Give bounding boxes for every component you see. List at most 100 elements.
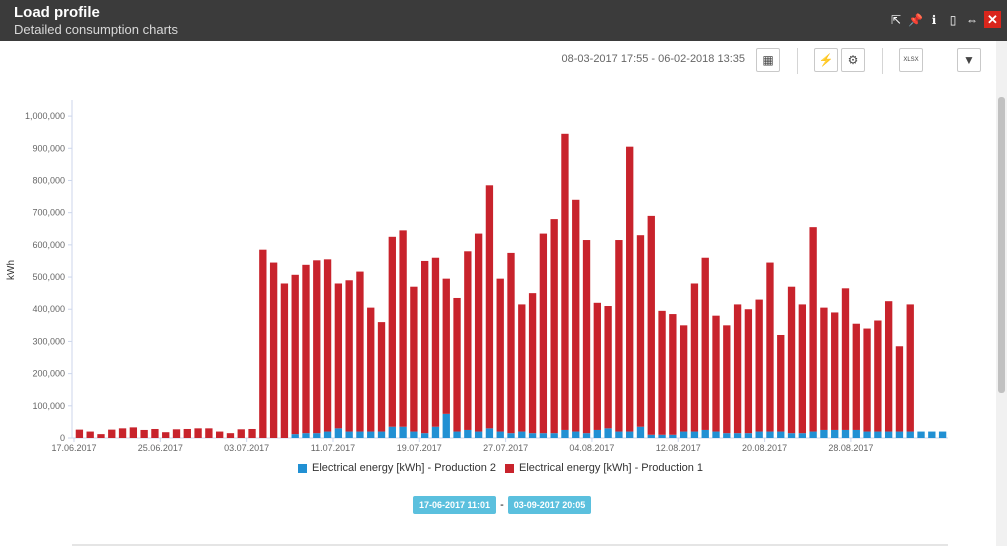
toolbar-divider (882, 48, 883, 74)
bar-production2 (928, 431, 936, 438)
legend-item-production2[interactable]: Electrical energy [kWh] - Production 2 (298, 462, 496, 474)
compare-button[interactable]: ⚡ (814, 48, 838, 72)
bar-production2 (496, 431, 504, 438)
calendar-icon: ▦ (762, 53, 774, 67)
bar-production1 (280, 283, 289, 438)
x-tick-label: 17.06.2017 (51, 443, 96, 453)
bar-production1 (528, 293, 537, 434)
bar-production2 (615, 431, 623, 438)
bar-production1 (679, 325, 688, 432)
gear-icon: ⚙ (847, 53, 859, 67)
bar-production1 (636, 235, 645, 427)
bar-production2 (884, 431, 893, 438)
pdf-icon[interactable]: ▯ (949, 12, 957, 27)
bar-production2 (528, 433, 537, 438)
bar-production1 (410, 286, 418, 432)
bar-production1 (323, 259, 332, 432)
navigator-track[interactable] (72, 544, 948, 546)
y-tick-label: 1,000,000 (25, 111, 65, 121)
bar-production1 (129, 427, 138, 438)
bar-production1 (75, 429, 84, 438)
bar-production2 (561, 429, 569, 438)
bar-production2 (755, 431, 763, 438)
bar-production1 (237, 429, 245, 438)
bar-production2 (464, 429, 472, 438)
bar-production2 (593, 429, 601, 438)
legend-swatch-red (505, 463, 515, 473)
y-tick-label: 900,000 (32, 143, 65, 153)
range-from[interactable]: 17-06-2017 11:01 (413, 496, 497, 514)
popout-icon[interactable]: ⇱ (890, 12, 902, 27)
bar-production1 (205, 428, 213, 438)
bar-production1 (733, 304, 742, 434)
calendar-button[interactable]: ▦ (756, 48, 780, 72)
legend-item-production1[interactable]: Electrical energy [kWh] - Production 1 (505, 462, 703, 474)
bar-production1 (140, 429, 148, 438)
bar-production1 (194, 428, 202, 438)
bar-production2 (388, 426, 396, 438)
x-tick-label: 11.07.2017 (311, 443, 355, 453)
scrollbar[interactable] (996, 41, 1007, 546)
x-tick-label: 04.08.2017 (569, 443, 614, 453)
bar-production2 (399, 426, 407, 438)
filter-icon: ▼ (963, 53, 975, 67)
bar-production1 (582, 240, 591, 434)
bar-production2 (323, 431, 332, 438)
bar-production2 (906, 431, 914, 438)
bar-production1 (388, 236, 396, 427)
bar-production2 (852, 429, 860, 438)
bar-production2 (831, 429, 839, 438)
bar-production1 (421, 260, 429, 434)
bar-production2 (647, 434, 655, 438)
bar-production1 (755, 299, 763, 432)
bar-production1 (863, 328, 871, 432)
bar-production1 (647, 215, 655, 435)
bar-production2 (733, 433, 742, 438)
window-title: Load profile (14, 4, 100, 21)
bar-production2 (550, 433, 558, 438)
export-xlsx-button[interactable]: XLSX (899, 48, 923, 72)
range-navigator: 17-06-2017 11:01 - 03-09-2017 20:05 (413, 496, 592, 514)
bar-production2 (507, 433, 515, 438)
y-tick-label: 800,000 (32, 175, 65, 185)
bar-production1 (690, 283, 699, 432)
window-controls: ⇱ 📌 ℹ ▯ ⇔ ✕ (889, 11, 1001, 28)
settings-button[interactable]: ⚙ (841, 48, 865, 72)
bar-production2 (474, 431, 483, 438)
bar-production1 (809, 227, 817, 432)
chart-toolbar: 08-03-2017 17:55 - 06-02-2018 13:35 ▦ ⚡ … (0, 48, 995, 74)
close-icon[interactable]: ✕ (984, 11, 1001, 28)
bar-production1 (874, 320, 882, 432)
range-to[interactable]: 03-09-2017 20:05 (507, 496, 592, 514)
bar-production2 (572, 431, 580, 438)
bar-production2 (777, 431, 785, 438)
bar-production1 (658, 310, 666, 435)
bar-production2 (863, 431, 871, 438)
bar-production1 (367, 307, 375, 432)
scrollbar-thumb[interactable] (998, 97, 1005, 393)
bar-production2 (895, 431, 904, 438)
bar-production1 (259, 249, 267, 438)
bar-production2 (766, 431, 774, 438)
pin-icon[interactable]: 📌 (908, 12, 923, 27)
bar-production2 (679, 431, 688, 438)
bar-production1 (151, 428, 159, 438)
bar-production1 (226, 433, 235, 438)
info-icon[interactable]: ℹ (931, 12, 937, 27)
bar-production2 (582, 433, 591, 438)
resize-icon[interactable]: ⇔ (966, 12, 978, 27)
window-subtitle: Detailed consumption charts (14, 22, 179, 37)
bar-production1 (313, 260, 321, 434)
y-tick-label: 700,000 (32, 208, 65, 218)
bar-production1 (615, 240, 623, 432)
bar-production1 (302, 264, 310, 434)
bar-production1 (474, 233, 483, 432)
y-tick-label: 100,000 (32, 401, 65, 411)
bar-production1 (399, 230, 407, 427)
y-axis-label: kWh (6, 260, 17, 280)
bar-production2 (636, 426, 645, 438)
bar-production2 (841, 429, 850, 438)
filter-button[interactable]: ▼ (957, 48, 981, 72)
bar-production1 (377, 322, 386, 432)
bar-production1 (723, 325, 731, 434)
